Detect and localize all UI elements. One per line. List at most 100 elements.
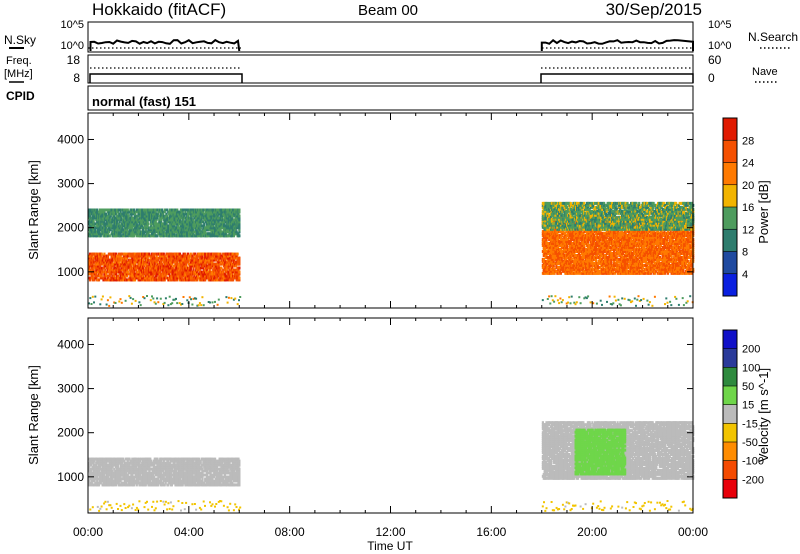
range-cell [602, 252, 605, 255]
range-cell [150, 224, 153, 228]
range-cell [117, 260, 120, 264]
range-cell [544, 269, 547, 273]
range-cell [583, 248, 586, 251]
range-cell [138, 256, 141, 260]
range-cell [581, 254, 584, 257]
range-cell [168, 256, 171, 260]
range-cell [116, 256, 119, 260]
range-cell [144, 256, 147, 260]
range-cell [130, 252, 133, 256]
range-cell [562, 261, 565, 265]
range-cell [232, 252, 235, 256]
range-cell [103, 252, 106, 256]
range-cell [549, 261, 552, 265]
range-cell [578, 269, 581, 273]
range-cell [192, 266, 195, 270]
range-cell [151, 222, 154, 226]
range-cell [160, 218, 163, 222]
range-cell [558, 261, 561, 265]
range-cell [126, 222, 129, 226]
range-cell [193, 226, 196, 230]
range-cell [238, 218, 241, 222]
range-cell [184, 274, 187, 278]
range-cell [97, 230, 101, 234]
range-cell [588, 265, 591, 269]
range-cell [210, 270, 213, 274]
range-cell [233, 272, 236, 276]
range-cell [159, 228, 162, 232]
range-cell [178, 210, 181, 214]
range-cell [214, 276, 217, 280]
range-cell [229, 218, 232, 222]
range-cell [131, 262, 134, 266]
range-cell [575, 250, 578, 253]
range-cell [238, 234, 241, 238]
range-cell [185, 218, 188, 222]
range-cell [212, 272, 215, 276]
range-cell [199, 222, 202, 226]
range-cell [164, 274, 167, 278]
range-cell [602, 240, 605, 244]
range-cell [151, 258, 155, 262]
range-cell [111, 276, 114, 280]
range-cell [589, 242, 592, 245]
range-cell [185, 208, 188, 212]
range-cell [596, 267, 599, 271]
range-cell [587, 252, 590, 255]
range-cell [217, 264, 220, 268]
range-cell [123, 230, 126, 234]
range-cell [106, 278, 109, 282]
range-cell [585, 254, 588, 257]
range-cell [142, 232, 146, 236]
range-cell [105, 232, 108, 236]
range-cell [105, 230, 108, 234]
range-cell [106, 254, 110, 258]
range-cell [128, 252, 131, 256]
range-cell [100, 260, 103, 264]
range-cell [577, 271, 580, 275]
range-cell [146, 270, 149, 274]
range-cell [177, 224, 180, 228]
range-cell [164, 232, 167, 236]
range-cell [117, 266, 120, 270]
range-cell [172, 276, 175, 280]
range-cell [225, 208, 228, 212]
range-cell [94, 212, 97, 216]
range-cell [223, 222, 226, 226]
range-cell [196, 230, 200, 234]
range-cell [181, 256, 184, 260]
range-cell [174, 278, 177, 282]
range-cell [99, 212, 102, 216]
range-cell [128, 228, 131, 232]
range-cell [190, 216, 193, 220]
range-cell [173, 210, 176, 214]
range-cell [567, 269, 570, 273]
range-cell [187, 210, 191, 214]
range-cell [90, 220, 93, 224]
range-cell [542, 269, 545, 273]
range-cell [155, 274, 158, 278]
range-cell [189, 266, 192, 270]
range-cell [225, 274, 228, 278]
range-cell [195, 222, 198, 226]
range-cell [582, 234, 585, 238]
range-cell [120, 276, 123, 280]
range-cell [566, 230, 569, 234]
range-cell [587, 259, 590, 263]
range-cell [199, 226, 202, 230]
range-cell [187, 214, 190, 218]
range-cell [217, 208, 220, 212]
range-cell [148, 252, 151, 256]
range-cell [545, 240, 548, 244]
range-cell [566, 265, 569, 269]
range-cell [133, 272, 137, 276]
range-cell [185, 212, 188, 216]
range-cell [596, 232, 599, 236]
range-cell [210, 266, 213, 270]
range-cell [146, 274, 149, 278]
range-cell [595, 240, 598, 244]
range-cell [220, 262, 223, 266]
range-cell [205, 264, 209, 268]
range-cell [151, 274, 155, 278]
range-cell [560, 257, 563, 261]
